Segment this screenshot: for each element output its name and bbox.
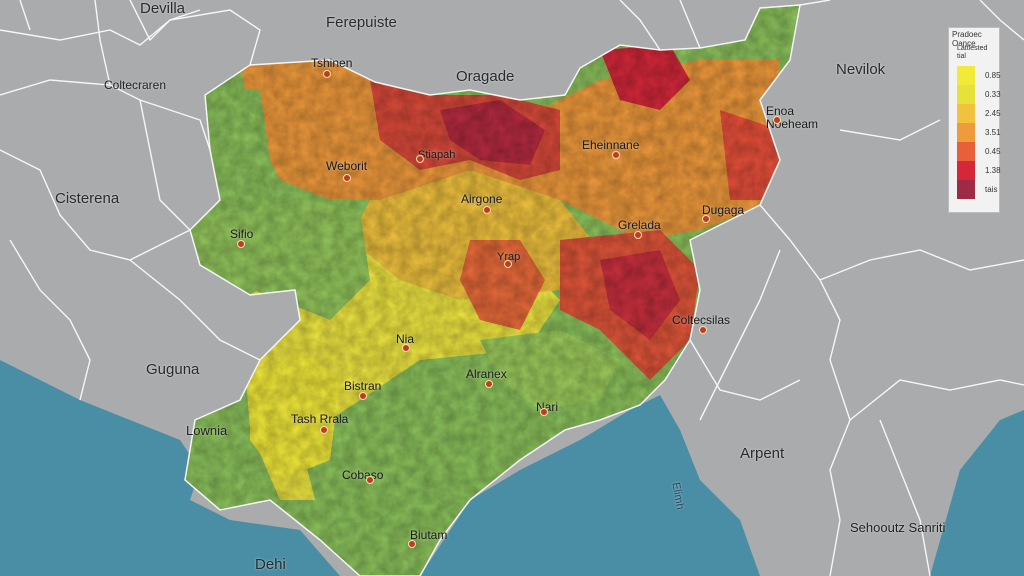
city-dot [612, 151, 620, 159]
city-dot [504, 260, 512, 268]
city-label: Bistran [344, 379, 382, 393]
legend-subtitle-line: tial [957, 53, 966, 60]
legend-subtitle-line: Lattlested [957, 45, 988, 52]
city-dot [702, 215, 710, 223]
city-dot [343, 174, 351, 182]
region-label: Oragade [456, 68, 515, 85]
legend-swatch [957, 142, 975, 161]
sea-east [930, 410, 1024, 576]
region-label: Lownia [186, 423, 228, 438]
city-label: Weborit [326, 159, 368, 173]
legend-value: tais [985, 185, 998, 194]
city-dot [366, 476, 374, 484]
city-label: Tshinen [311, 56, 353, 70]
city-label: Dugaga [702, 203, 745, 217]
city-label: Cobaso [342, 468, 384, 482]
legend-swatch [957, 180, 975, 199]
legend: Pradoec Oance Lattlested tial 0.85 0.33 … [948, 27, 1001, 213]
legend-row: 0.33 [957, 85, 1001, 104]
city-dot [416, 155, 424, 163]
city-dot [540, 408, 548, 416]
legend-value: 3.51 [985, 128, 1001, 137]
region-label: Ferepuiste [326, 14, 397, 31]
region-label: Guguna [146, 361, 200, 378]
city-dot [359, 392, 367, 400]
city-label: Alranex [466, 367, 507, 381]
city-dot [634, 231, 642, 239]
region-label: Nevilok [836, 61, 886, 78]
legend-row: 3.51 [957, 123, 1001, 142]
sea-south [420, 395, 760, 576]
city-label: Coltecsilas [672, 313, 731, 327]
legend-swatch [957, 85, 975, 104]
city-dot [485, 380, 493, 388]
city-label: Biutam [410, 528, 448, 542]
city-dot [320, 426, 328, 434]
sea-west [0, 360, 340, 576]
region-label: Devilla [140, 0, 186, 17]
region-label: Coltecraren [104, 78, 167, 92]
legend-row: 0.45 [957, 142, 1001, 161]
city-label: Airgone [461, 192, 503, 206]
city-dot [408, 540, 416, 548]
city-label: Sifio [230, 227, 254, 241]
city-dot [483, 206, 491, 214]
legend-value: 0.85 [985, 71, 1001, 80]
region-label: Arpent [740, 445, 785, 462]
legend-swatch [957, 66, 975, 85]
city-label: Stiapah [418, 149, 456, 161]
legend-value: 2.45 [985, 109, 1001, 118]
city-dot [402, 344, 410, 352]
legend-row: tais [957, 180, 997, 199]
city-label: Yrap [497, 251, 521, 263]
legend-row: 1.38 [957, 161, 1001, 180]
legend-value: 0.45 [985, 147, 1001, 156]
city-label: Grelada [618, 218, 661, 232]
legend-swatch [957, 161, 975, 180]
region-label: Sehooutz Sanriti [850, 520, 946, 535]
region-label: Dehi [255, 556, 286, 573]
legend-subtitle: Lattlested tial [957, 45, 987, 61]
legend-value: 1.38 [985, 166, 1001, 175]
legend-value: 0.33 [985, 90, 1001, 99]
city-label: Tash Rrala [291, 412, 349, 426]
legend-title: Pradoec Oance [952, 30, 982, 48]
legend-row: 2.45 [957, 104, 1001, 123]
city-dot [773, 116, 781, 124]
city-dot [237, 240, 245, 248]
region-label: Cisterena [55, 190, 120, 207]
legend-swatch [957, 104, 975, 123]
city-label: Nia [396, 332, 415, 346]
city-label: Eheinnane [582, 138, 640, 152]
legend-swatch [957, 123, 975, 142]
legend-row: 0.85 [957, 66, 1001, 85]
city-dot [699, 326, 707, 334]
city-dot [323, 70, 331, 78]
